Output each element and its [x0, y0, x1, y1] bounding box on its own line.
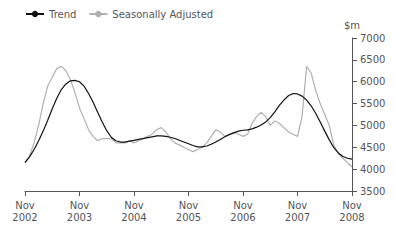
svg-text:5500: 5500	[360, 98, 385, 109]
svg-text:2007: 2007	[285, 212, 310, 223]
svg-text:6000: 6000	[360, 76, 385, 87]
svg-text:2004: 2004	[121, 212, 146, 223]
svg-text:Seasonally Adjusted: Seasonally Adjusted	[112, 9, 213, 20]
svg-text:2008: 2008	[339, 212, 364, 223]
svg-text:2002: 2002	[12, 212, 37, 223]
svg-text:Trend: Trend	[48, 9, 76, 20]
svg-text:Nov: Nov	[124, 200, 144, 211]
svg-text:$m: $m	[344, 20, 360, 31]
svg-text:3500: 3500	[360, 186, 385, 197]
svg-text:2006: 2006	[230, 212, 255, 223]
svg-text:Nov: Nov	[288, 200, 308, 211]
svg-text:Nov: Nov	[70, 200, 90, 211]
svg-text:2005: 2005	[176, 212, 201, 223]
svg-text:Nov: Nov	[15, 200, 35, 211]
svg-text:2003: 2003	[67, 212, 92, 223]
svg-text:Nov: Nov	[233, 200, 253, 211]
svg-text:Nov: Nov	[342, 200, 362, 211]
svg-text:5000: 5000	[360, 120, 385, 131]
svg-text:4000: 4000	[360, 164, 385, 175]
svg-text:4500: 4500	[360, 142, 385, 153]
svg-text:7000: 7000	[360, 33, 385, 44]
svg-text:6500: 6500	[360, 54, 385, 65]
svg-text:Nov: Nov	[179, 200, 199, 211]
